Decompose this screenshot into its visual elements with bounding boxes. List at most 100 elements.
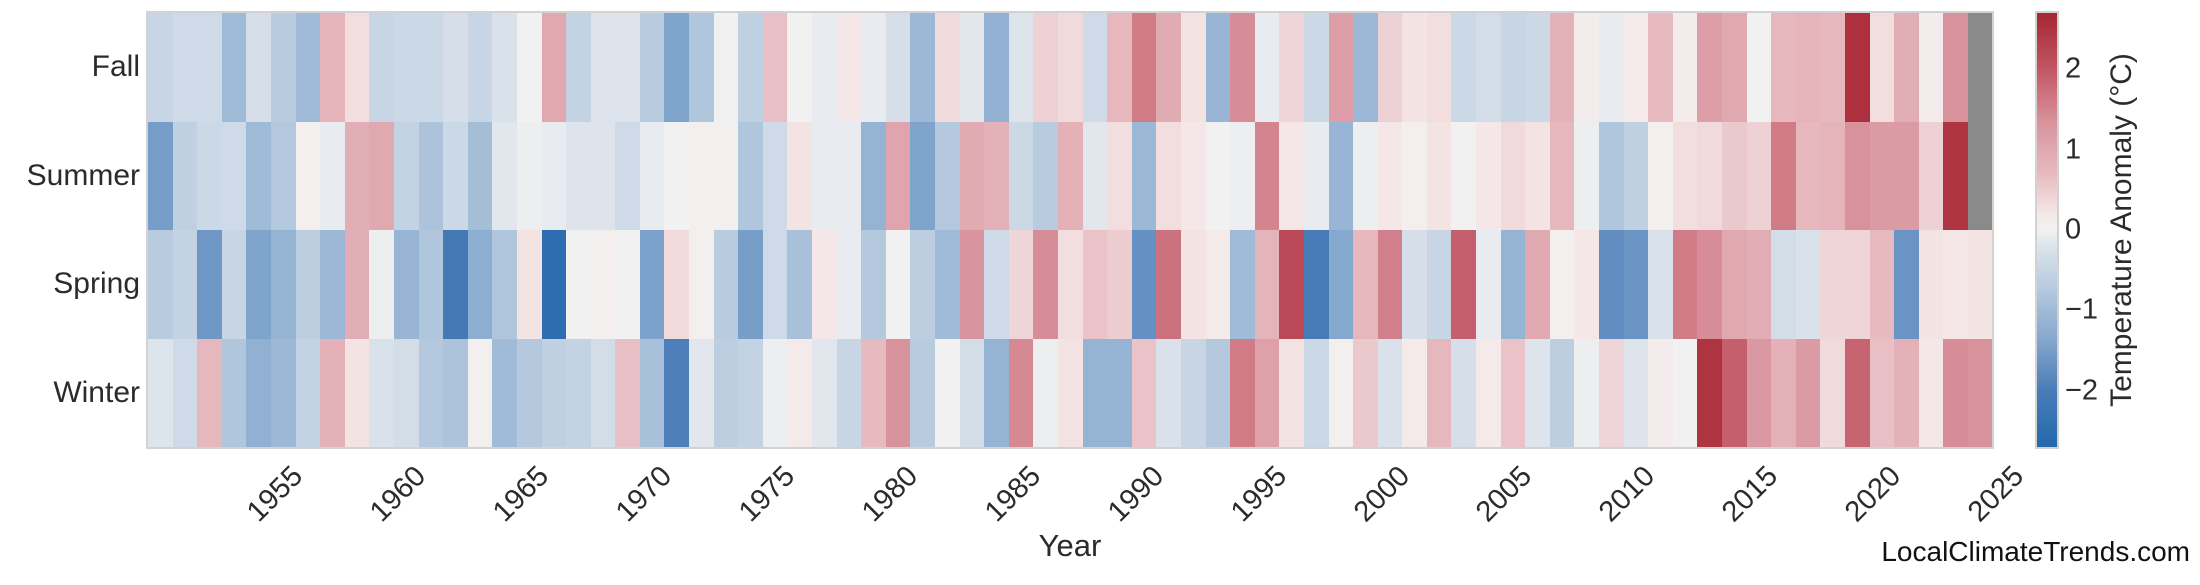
heatmap-cell — [443, 121, 468, 230]
heatmap-cell — [812, 338, 837, 447]
heatmap-cell — [1599, 121, 1624, 230]
heatmap-cell — [1205, 230, 1231, 339]
heatmap-cell — [1426, 13, 1452, 122]
heatmap-cell — [935, 230, 960, 339]
heatmap-cell — [270, 230, 296, 339]
heatmap-cell — [1525, 338, 1550, 447]
x-tick-label: 1975 — [732, 460, 802, 529]
heatmap-cell — [836, 121, 862, 230]
heatmap-cell — [516, 121, 542, 230]
heatmap-cell — [320, 338, 345, 447]
heatmap-cell — [664, 121, 690, 230]
heatmap-cell — [1746, 121, 1772, 230]
heatmap-cell — [959, 230, 985, 339]
heatmap-cell — [1057, 338, 1083, 447]
heatmap-cell — [246, 13, 271, 122]
heatmap-cell — [1869, 13, 1895, 122]
heatmap-cell — [689, 338, 714, 447]
heatmap-row-spring — [148, 230, 1993, 339]
heatmap-cell — [1918, 230, 1944, 339]
heatmap-cell — [1549, 121, 1575, 230]
heatmap-cell — [959, 121, 985, 230]
heatmap-cell — [541, 230, 567, 339]
heatmap-cell — [344, 230, 370, 339]
heatmap-cell — [1500, 230, 1526, 339]
heatmap-cell — [1869, 230, 1895, 339]
heatmap-cell — [1722, 13, 1747, 122]
heatmap-cell — [270, 338, 296, 447]
heatmap-cell — [418, 13, 444, 122]
heatmap-cell — [615, 338, 640, 447]
heatmap-cell — [861, 230, 886, 339]
x-tick-label: 1960 — [363, 460, 433, 529]
heatmap-cell — [393, 230, 419, 339]
heatmap-cell — [1426, 338, 1452, 447]
heatmap-cell — [1402, 121, 1427, 230]
heatmap-cell — [1574, 121, 1600, 230]
heatmap-cell — [1426, 230, 1452, 339]
heatmap-cell — [984, 13, 1009, 122]
heatmap-cell — [664, 338, 690, 447]
heatmap-cell — [1672, 121, 1698, 230]
heatmap-cell — [1574, 338, 1600, 447]
heatmap-cell — [492, 121, 517, 230]
heatmap-cell — [1746, 13, 1772, 122]
heatmap-cell — [713, 338, 739, 447]
heatmap-cell — [1402, 230, 1427, 339]
heatmap-cell — [1328, 338, 1354, 447]
heatmap-cell — [344, 338, 370, 447]
heatmap-cell — [762, 338, 788, 447]
heatmap-cell — [762, 13, 788, 122]
heatmap-cell — [861, 13, 886, 122]
heatmap-cell — [1426, 121, 1452, 230]
heatmap-cell — [246, 338, 271, 447]
heatmap-cell — [1623, 338, 1649, 447]
heatmap-cell — [1082, 338, 1108, 447]
x-tick-label: 1985 — [978, 460, 1047, 529]
heatmap-cell — [418, 230, 444, 339]
heatmap-cell — [295, 338, 321, 447]
heatmap-cell — [1648, 338, 1673, 447]
heatmap-cell — [1599, 230, 1624, 339]
colorbar-tick-label: −1 — [2065, 293, 2099, 326]
heatmap-cell — [566, 121, 591, 230]
heatmap-cell — [689, 121, 714, 230]
x-tick-label: 1995 — [1224, 460, 1293, 529]
heatmap-cell — [1918, 338, 1944, 447]
heatmap-cell — [1254, 13, 1280, 122]
heatmap-cell — [148, 121, 173, 230]
heatmap-cell — [1648, 230, 1673, 339]
heatmap-cell — [1820, 13, 1845, 122]
heatmap-cell — [492, 13, 517, 122]
heatmap-cell — [1107, 13, 1132, 122]
heatmap-cell — [1623, 230, 1649, 339]
x-tick-label: 2005 — [1470, 460, 1539, 529]
heatmap-cell — [1402, 338, 1427, 447]
heatmap-cell — [1303, 121, 1329, 230]
heatmap-cell — [1230, 121, 1255, 230]
heatmap-cell — [1082, 230, 1108, 339]
heatmap-cell — [541, 338, 567, 447]
heatmap-cell — [1549, 230, 1575, 339]
heatmap-cell — [590, 13, 616, 122]
x-tick-label: 1965 — [486, 460, 556, 529]
heatmap-cell — [320, 121, 345, 230]
heatmap-cell — [1328, 230, 1354, 339]
heatmap-cell — [1353, 230, 1378, 339]
heatmap-cell — [295, 13, 321, 122]
heatmap-cell — [344, 13, 370, 122]
colorbar-label: Temperature Anomaly (°C) — [2105, 53, 2138, 407]
heatmap-cell — [984, 121, 1009, 230]
heatmap-cell — [1451, 338, 1477, 447]
heatmap-cell — [1156, 338, 1181, 447]
heatmap-cell — [1180, 13, 1206, 122]
heatmap-cell — [1033, 338, 1058, 447]
heatmap-cell — [1156, 121, 1181, 230]
heatmap-cell — [1549, 13, 1575, 122]
heatmap-cell — [467, 230, 493, 339]
heatmap-cell — [639, 13, 665, 122]
heatmap-cell — [1943, 230, 1968, 339]
heatmap-cell — [1722, 230, 1747, 339]
heatmap-cell — [1500, 338, 1526, 447]
heatmap-cell — [1107, 121, 1132, 230]
